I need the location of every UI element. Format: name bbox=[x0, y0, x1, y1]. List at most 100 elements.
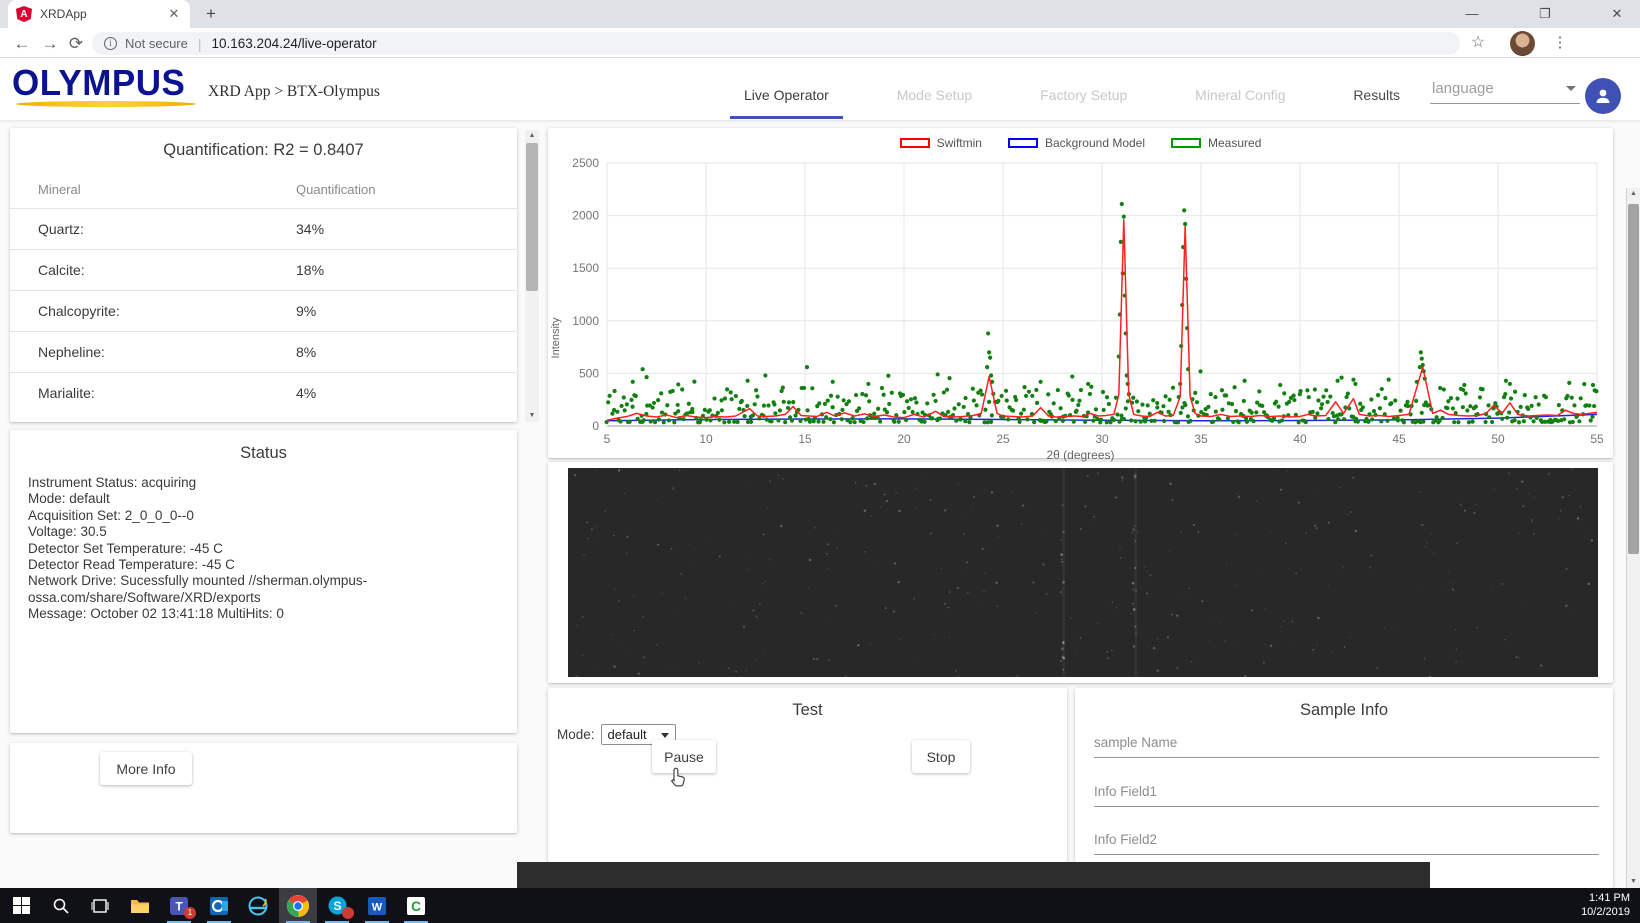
measured-point bbox=[1226, 401, 1231, 406]
back-icon[interactable]: ← bbox=[13, 34, 31, 53]
measured-point bbox=[1450, 406, 1455, 411]
measured-point bbox=[618, 419, 623, 424]
tab-mode-setup[interactable]: Mode Setup bbox=[896, 87, 973, 103]
measured-point bbox=[947, 376, 952, 381]
measured-point bbox=[1152, 418, 1157, 423]
measured-point bbox=[781, 399, 786, 404]
stop-button[interactable]: Stop bbox=[912, 740, 970, 773]
mode-select[interactable]: default bbox=[600, 724, 676, 745]
address-bar[interactable]: i Not secure | 10.163.204.24/live-operat… bbox=[92, 32, 1460, 55]
measured-point bbox=[1395, 418, 1401, 423]
taskbar-icon-chrome[interactable] bbox=[278, 888, 317, 923]
measured-point bbox=[1462, 382, 1467, 388]
language-select[interactable]: language bbox=[1430, 76, 1580, 104]
measured-point bbox=[1419, 356, 1424, 361]
taskbar-icon-outlook[interactable] bbox=[200, 888, 238, 923]
measured-point bbox=[1570, 419, 1575, 425]
quantification-scrollbar[interactable]: ▲ ▼ bbox=[525, 130, 539, 422]
measured-point bbox=[1060, 418, 1066, 423]
scroll-down-icon[interactable]: ▼ bbox=[528, 412, 536, 419]
measured-point bbox=[1480, 387, 1485, 392]
tab-close-icon[interactable]: ✕ bbox=[168, 6, 180, 21]
measured-point bbox=[1516, 420, 1522, 425]
taskbar-icon-word[interactable]: W bbox=[358, 888, 396, 923]
measured-point bbox=[846, 399, 852, 404]
taskbar-icon-internet-explorer[interactable] bbox=[239, 888, 277, 923]
xrd-chart[interactable]: 0 500 1000 1500 2000 2500 5 10 15 20 25 30 35 40 45 50 5… bbox=[548, 128, 1613, 458]
measured-point bbox=[1086, 381, 1091, 387]
running-indicator bbox=[167, 921, 191, 923]
measured-point bbox=[1470, 419, 1475, 424]
tab-mineral-config[interactable]: Mineral Config bbox=[1195, 87, 1286, 103]
measured-point bbox=[950, 412, 956, 418]
info-field1-input[interactable] bbox=[1094, 777, 1599, 807]
tab-results[interactable]: Results bbox=[1353, 87, 1400, 103]
bookmark-star-icon[interactable]: ☆ bbox=[1470, 34, 1486, 51]
forward-icon[interactable]: → bbox=[41, 34, 59, 53]
measured-point bbox=[676, 382, 681, 387]
measured-point bbox=[1004, 398, 1009, 403]
measured-point bbox=[1071, 419, 1076, 424]
measured-point bbox=[650, 405, 655, 410]
measured-point bbox=[1183, 221, 1188, 227]
measured-point bbox=[737, 406, 742, 412]
sample-name-input[interactable] bbox=[1094, 728, 1599, 758]
taskbar-icon-task-view[interactable] bbox=[81, 888, 119, 923]
measured-point bbox=[1023, 393, 1029, 399]
browser-profile-avatar[interactable] bbox=[1510, 31, 1535, 56]
start-icon bbox=[12, 897, 30, 914]
info-field2-input[interactable] bbox=[1094, 825, 1599, 855]
measured-point bbox=[763, 373, 768, 378]
taskbar-icon-start[interactable] bbox=[2, 888, 40, 923]
measured-point bbox=[610, 411, 615, 416]
measured-point bbox=[1046, 392, 1051, 397]
measured-point bbox=[789, 418, 795, 423]
info-icon[interactable]: i bbox=[104, 37, 117, 50]
measured-point bbox=[690, 409, 695, 415]
search-icon bbox=[53, 898, 69, 914]
browser-menu-icon[interactable]: ⋮ bbox=[1552, 34, 1568, 51]
measured-point bbox=[1303, 420, 1308, 425]
measured-point bbox=[1034, 387, 1039, 393]
tab-factory-setup[interactable]: Factory Setup bbox=[1040, 87, 1128, 103]
measured-point bbox=[1319, 402, 1325, 407]
measured-point bbox=[963, 395, 968, 401]
pause-button[interactable]: Pause bbox=[652, 740, 716, 773]
scrollbar-thumb[interactable] bbox=[526, 143, 538, 291]
measured-point bbox=[853, 392, 859, 398]
taskbar-icon-file-explorer[interactable] bbox=[121, 888, 159, 923]
olympus-logo-swoosh bbox=[16, 101, 196, 107]
measured-point bbox=[1417, 364, 1422, 370]
taskbar-clock[interactable]: 1:41 PM 10/2/2019 bbox=[1581, 892, 1630, 919]
measured-point bbox=[773, 411, 778, 416]
measured-point bbox=[1483, 419, 1488, 425]
measured-point bbox=[1034, 400, 1040, 405]
taskbar-icon-camtasia[interactable]: C bbox=[397, 888, 435, 923]
scrollbar-thumb[interactable] bbox=[1628, 204, 1639, 554]
measured-point bbox=[722, 420, 727, 425]
scroll-down-icon[interactable]: ▼ bbox=[1630, 878, 1637, 885]
measured-point bbox=[944, 387, 950, 392]
window-minimize-button[interactable]: — bbox=[1465, 6, 1479, 21]
taskbar-icon-search[interactable] bbox=[42, 888, 80, 923]
status-line: Detector Set Temperature: -45 C bbox=[28, 540, 223, 556]
scroll-up-icon[interactable]: ▲ bbox=[1630, 190, 1637, 197]
x-tick-label: 5 bbox=[604, 432, 611, 446]
reload-icon[interactable]: ⟳ bbox=[68, 34, 84, 53]
window-close-button[interactable]: ✕ bbox=[1611, 6, 1623, 21]
measured-point bbox=[1249, 410, 1254, 415]
taskbar-icon-skype[interactable]: S bbox=[318, 888, 356, 923]
account-button[interactable] bbox=[1585, 78, 1621, 114]
measured-point bbox=[1091, 418, 1096, 423]
tab-live-operator[interactable]: Live Operator bbox=[730, 73, 843, 119]
browser-tab[interactable]: A XRDApp ✕ bbox=[8, 0, 190, 28]
measured-point bbox=[982, 420, 987, 425]
more-info-button[interactable]: More Info bbox=[100, 752, 192, 785]
y-tick-label: 1500 bbox=[572, 261, 599, 275]
measured-point bbox=[996, 398, 1001, 403]
page-scrollbar[interactable]: ▲ ▼ bbox=[1626, 188, 1640, 888]
new-tab-button[interactable]: + bbox=[206, 4, 216, 23]
window-maximize-button[interactable]: ❐ bbox=[1539, 6, 1551, 21]
scroll-up-icon[interactable]: ▲ bbox=[528, 132, 536, 139]
